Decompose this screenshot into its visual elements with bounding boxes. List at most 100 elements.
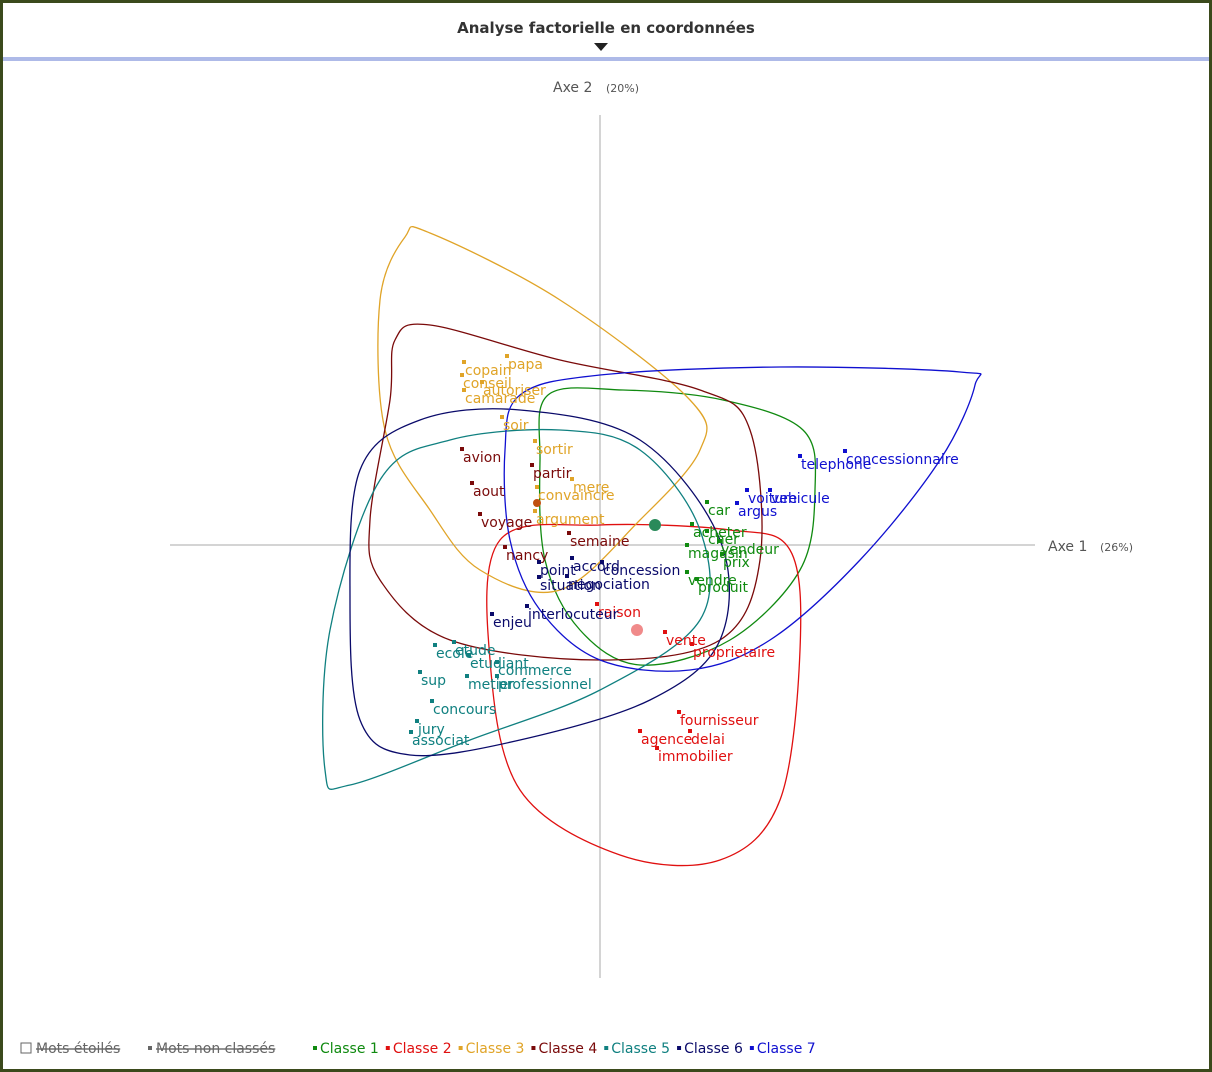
chart-title: Analyse factorielle en coordonnées (457, 19, 755, 37)
legend-entry[interactable]: Classe 7 (757, 1041, 816, 1057)
legend-marker (749, 1046, 754, 1050)
word-label: commerce (498, 663, 572, 679)
word-label: enjeu (493, 615, 532, 631)
axis-2-label: Axe 2 (553, 80, 592, 96)
word-marker (600, 560, 604, 564)
legend-entry[interactable]: Classe 3 (466, 1041, 525, 1057)
word-label: convaincre (538, 488, 615, 504)
legend-entry[interactable]: Classe 2 (393, 1041, 452, 1057)
word-marker (533, 509, 537, 513)
word-label: argument (536, 512, 605, 528)
word-label: concours (433, 702, 496, 718)
word-marker (688, 729, 692, 733)
word-marker (690, 522, 694, 526)
word-label: vehicule (771, 491, 830, 507)
word-label: autoriser (483, 383, 546, 399)
word-marker (490, 612, 494, 616)
word-label: copain (465, 363, 512, 379)
word-label: magasin (688, 546, 748, 562)
word-marker (495, 660, 499, 664)
dropdown-arrow[interactable] (594, 43, 608, 51)
word-marker (685, 570, 689, 574)
word-label: camarade (465, 391, 535, 407)
word-label: situation (540, 578, 601, 594)
centroid (533, 499, 541, 507)
word-marker (480, 380, 484, 384)
word-marker (503, 545, 507, 549)
word-marker (460, 373, 464, 377)
word-label: semaine (570, 534, 630, 550)
word-label: produit (698, 580, 749, 596)
word-label: raison (598, 605, 641, 621)
centroid (649, 519, 661, 531)
legend-marker (531, 1046, 536, 1050)
word-marker (470, 481, 474, 485)
legend-entry[interactable]: Classe 1 (320, 1041, 379, 1057)
class-outline (322, 428, 711, 790)
word-marker (537, 575, 541, 579)
word-marker (465, 674, 469, 678)
legend-entry[interactable]: Classe 4 (538, 1041, 597, 1057)
word-marker (467, 653, 471, 657)
word-label: vente (666, 633, 706, 649)
word-label: fournisseur (680, 713, 759, 729)
axis-1-label: Axe 1 (1048, 539, 1087, 555)
word-marker (500, 415, 504, 419)
word-marker (505, 354, 509, 358)
word-marker (570, 477, 574, 481)
word-marker (462, 360, 466, 364)
word-marker (570, 556, 574, 560)
axis-1-share: (26%) (1100, 541, 1133, 554)
word-label: nancy (506, 548, 548, 564)
word-marker (409, 730, 413, 734)
word-marker (535, 485, 539, 489)
legend-marker (458, 1046, 463, 1050)
word-label: accord (573, 559, 620, 575)
centroid (631, 624, 643, 636)
word-label: car (708, 503, 730, 519)
word-marker (533, 439, 537, 443)
word-label: papa (508, 357, 543, 373)
word-label: jury (417, 722, 445, 738)
word-marker (638, 729, 642, 733)
legend-entry[interactable]: Classe 6 (684, 1041, 743, 1057)
word-label: professionnel (498, 677, 592, 693)
word-label: mere (573, 480, 609, 496)
legend-entry[interactable]: Classe 5 (611, 1041, 670, 1057)
legend-marker (313, 1046, 317, 1050)
legend-unclassified[interactable]: Mots non classés (156, 1041, 275, 1057)
word-label: voiture (748, 491, 797, 507)
word-marker (720, 552, 724, 556)
word-marker (430, 699, 434, 703)
word-label: telephone (801, 457, 871, 473)
word-label: sortir (536, 442, 573, 458)
word-label: voyage (481, 515, 532, 531)
word-marker (462, 388, 466, 392)
word-label: concession (603, 563, 680, 579)
word-label: delai (691, 732, 725, 748)
word-label: negociation (568, 577, 650, 593)
word-marker (567, 531, 571, 535)
class-outline (503, 366, 982, 672)
word-label: immobilier (658, 749, 733, 765)
word-marker (735, 501, 739, 505)
word-label: conseil (463, 376, 512, 392)
word-label: concessionnaire (846, 452, 959, 468)
legend-marker (385, 1046, 390, 1050)
word-marker (452, 640, 456, 644)
word-marker (745, 488, 749, 492)
word-marker (415, 719, 419, 723)
word-label: ecole (436, 646, 473, 662)
word-label: etudiant (470, 656, 529, 672)
class-outline (377, 226, 708, 594)
word-marker (690, 642, 694, 646)
word-marker (843, 449, 847, 453)
class-outline (486, 523, 802, 867)
legend-starred[interactable]: Mots étoilés (36, 1041, 120, 1057)
word-marker (798, 454, 802, 458)
word-label: interlocuteur (528, 607, 619, 623)
word-marker (418, 670, 422, 674)
word-marker (695, 577, 699, 581)
word-label: prix (723, 555, 750, 571)
word-marker (565, 574, 569, 578)
